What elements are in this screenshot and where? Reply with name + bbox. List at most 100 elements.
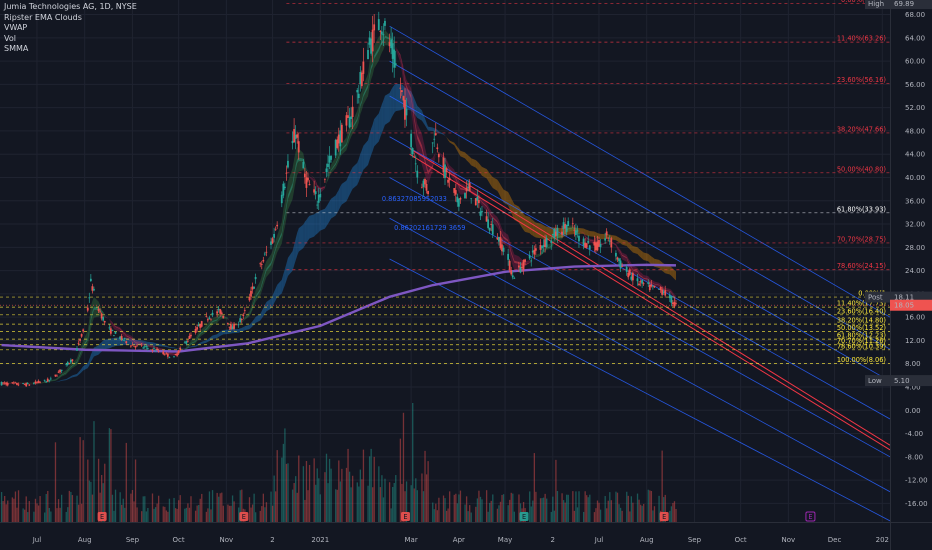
earnings-marker bbox=[239, 512, 249, 521]
candle bbox=[615, 250, 617, 261]
candle-body bbox=[166, 353, 169, 357]
candle bbox=[91, 283, 94, 294]
cloud-segment bbox=[611, 235, 616, 241]
cloud-segment bbox=[411, 88, 413, 124]
candle bbox=[163, 352, 166, 356]
candle-body bbox=[179, 347, 182, 350]
candle bbox=[282, 181, 285, 199]
cloud-segment bbox=[284, 204, 287, 218]
volume-bar bbox=[34, 498, 37, 522]
x-axis[interactable]: Jul Aug Sep Oct Nov 2 2021 Mar Apr May 2 Jul Aug Sep O… bbox=[0, 522, 932, 545]
candle bbox=[119, 335, 122, 341]
cloud-segment bbox=[394, 83, 396, 114]
candle-body bbox=[0, 381, 3, 386]
cloud-segment bbox=[175, 347, 178, 349]
indicator-smma[interactable]: SMMA bbox=[4, 44, 29, 53]
cloud-segment bbox=[135, 339, 138, 346]
cloud-segment bbox=[297, 146, 299, 176]
volume-bar bbox=[261, 506, 263, 522]
candle-body bbox=[573, 229, 576, 231]
volume-bar bbox=[33, 511, 35, 522]
candle bbox=[465, 180, 468, 199]
candle-body bbox=[382, 34, 385, 36]
cloud-segment bbox=[92, 306, 94, 315]
cloud-segment bbox=[637, 267, 640, 279]
cloud-segment bbox=[47, 381, 50, 383]
volume-bar bbox=[156, 503, 158, 522]
cloud-segment bbox=[178, 353, 181, 355]
candle-body bbox=[534, 248, 537, 251]
candles[interactable] bbox=[0, 11, 677, 387]
candle-body bbox=[405, 108, 408, 116]
cloud-segment bbox=[90, 311, 93, 321]
cloud-segment bbox=[155, 347, 158, 349]
volume-bar bbox=[481, 499, 483, 522]
cloud-segment bbox=[360, 99, 362, 107]
fib-level-label: 78.60%(10.39) bbox=[837, 342, 886, 350]
candle bbox=[186, 339, 189, 343]
cloud-segment bbox=[414, 116, 416, 130]
cloud-segment bbox=[659, 282, 661, 288]
cloud-segment bbox=[263, 265, 265, 287]
earnings-marker-letter: E bbox=[403, 513, 407, 521]
candle-body bbox=[668, 294, 671, 299]
cloud-segment bbox=[394, 41, 396, 47]
indicator-vol[interactable]: Vol bbox=[4, 33, 16, 43]
candle bbox=[86, 304, 89, 313]
candle-body bbox=[46, 378, 49, 382]
cloud-segment bbox=[471, 158, 476, 168]
cloud-segment bbox=[100, 304, 102, 317]
volume-bar bbox=[661, 450, 663, 522]
cloud-segment bbox=[501, 228, 504, 244]
candle-body bbox=[544, 239, 546, 248]
y-tick-label: 40.00 bbox=[905, 174, 925, 182]
candle-body bbox=[521, 266, 523, 268]
cloud-segment bbox=[112, 322, 114, 330]
volume-bar bbox=[475, 506, 477, 522]
cloud-segment bbox=[520, 262, 522, 266]
candle-body bbox=[513, 277, 516, 279]
pitchfork-channel[interactable] bbox=[389, 25, 891, 522]
cloud-segment bbox=[93, 306, 99, 310]
volume-bar bbox=[456, 503, 459, 522]
cloud-segment bbox=[113, 337, 116, 347]
volume-bar bbox=[81, 503, 83, 522]
cloud-segment bbox=[272, 245, 275, 268]
candle bbox=[350, 107, 352, 128]
cloud-segment bbox=[218, 331, 221, 337]
indicator-vwap[interactable]: VWAP bbox=[4, 23, 28, 32]
indicator-ripster-ema-clouds[interactable]: Ripster EMA Clouds bbox=[4, 12, 82, 22]
volume-bar bbox=[427, 461, 429, 522]
volume-bar bbox=[179, 495, 181, 522]
volume-bar bbox=[17, 490, 20, 522]
candle bbox=[618, 257, 620, 267]
y-tick-label: 52.00 bbox=[905, 104, 925, 112]
cloud-segment bbox=[197, 343, 199, 347]
candle bbox=[123, 337, 126, 342]
candle bbox=[359, 66, 362, 92]
cloud-segment bbox=[460, 183, 466, 195]
candle-body bbox=[414, 163, 417, 165]
candle bbox=[314, 186, 317, 200]
fib-retracements[interactable]: 0.00%(69.89)11.40%(63.26)23.60%(56.16)38… bbox=[0, 0, 890, 364]
candle bbox=[388, 33, 391, 53]
candle bbox=[400, 90, 403, 96]
candle-body bbox=[143, 346, 146, 348]
y-tick-label: 48.00 bbox=[905, 127, 925, 135]
cloud-segment bbox=[207, 321, 210, 331]
volume-bar bbox=[111, 494, 114, 522]
candle-body bbox=[481, 211, 483, 213]
cloud-segment bbox=[400, 54, 402, 64]
volume-bar bbox=[567, 494, 569, 522]
candle-body bbox=[501, 244, 503, 252]
cloud-segment bbox=[317, 184, 319, 193]
cloud-segment bbox=[411, 95, 413, 110]
symbol-title[interactable]: Jumia Technologies AG, 1D, NYSE bbox=[4, 2, 137, 11]
cloud-segment bbox=[585, 229, 587, 236]
volume-bar bbox=[416, 490, 418, 522]
cloud-segment bbox=[598, 233, 601, 240]
cloud-segment bbox=[383, 35, 385, 43]
candle bbox=[274, 226, 277, 231]
cloud-segment bbox=[617, 246, 619, 254]
